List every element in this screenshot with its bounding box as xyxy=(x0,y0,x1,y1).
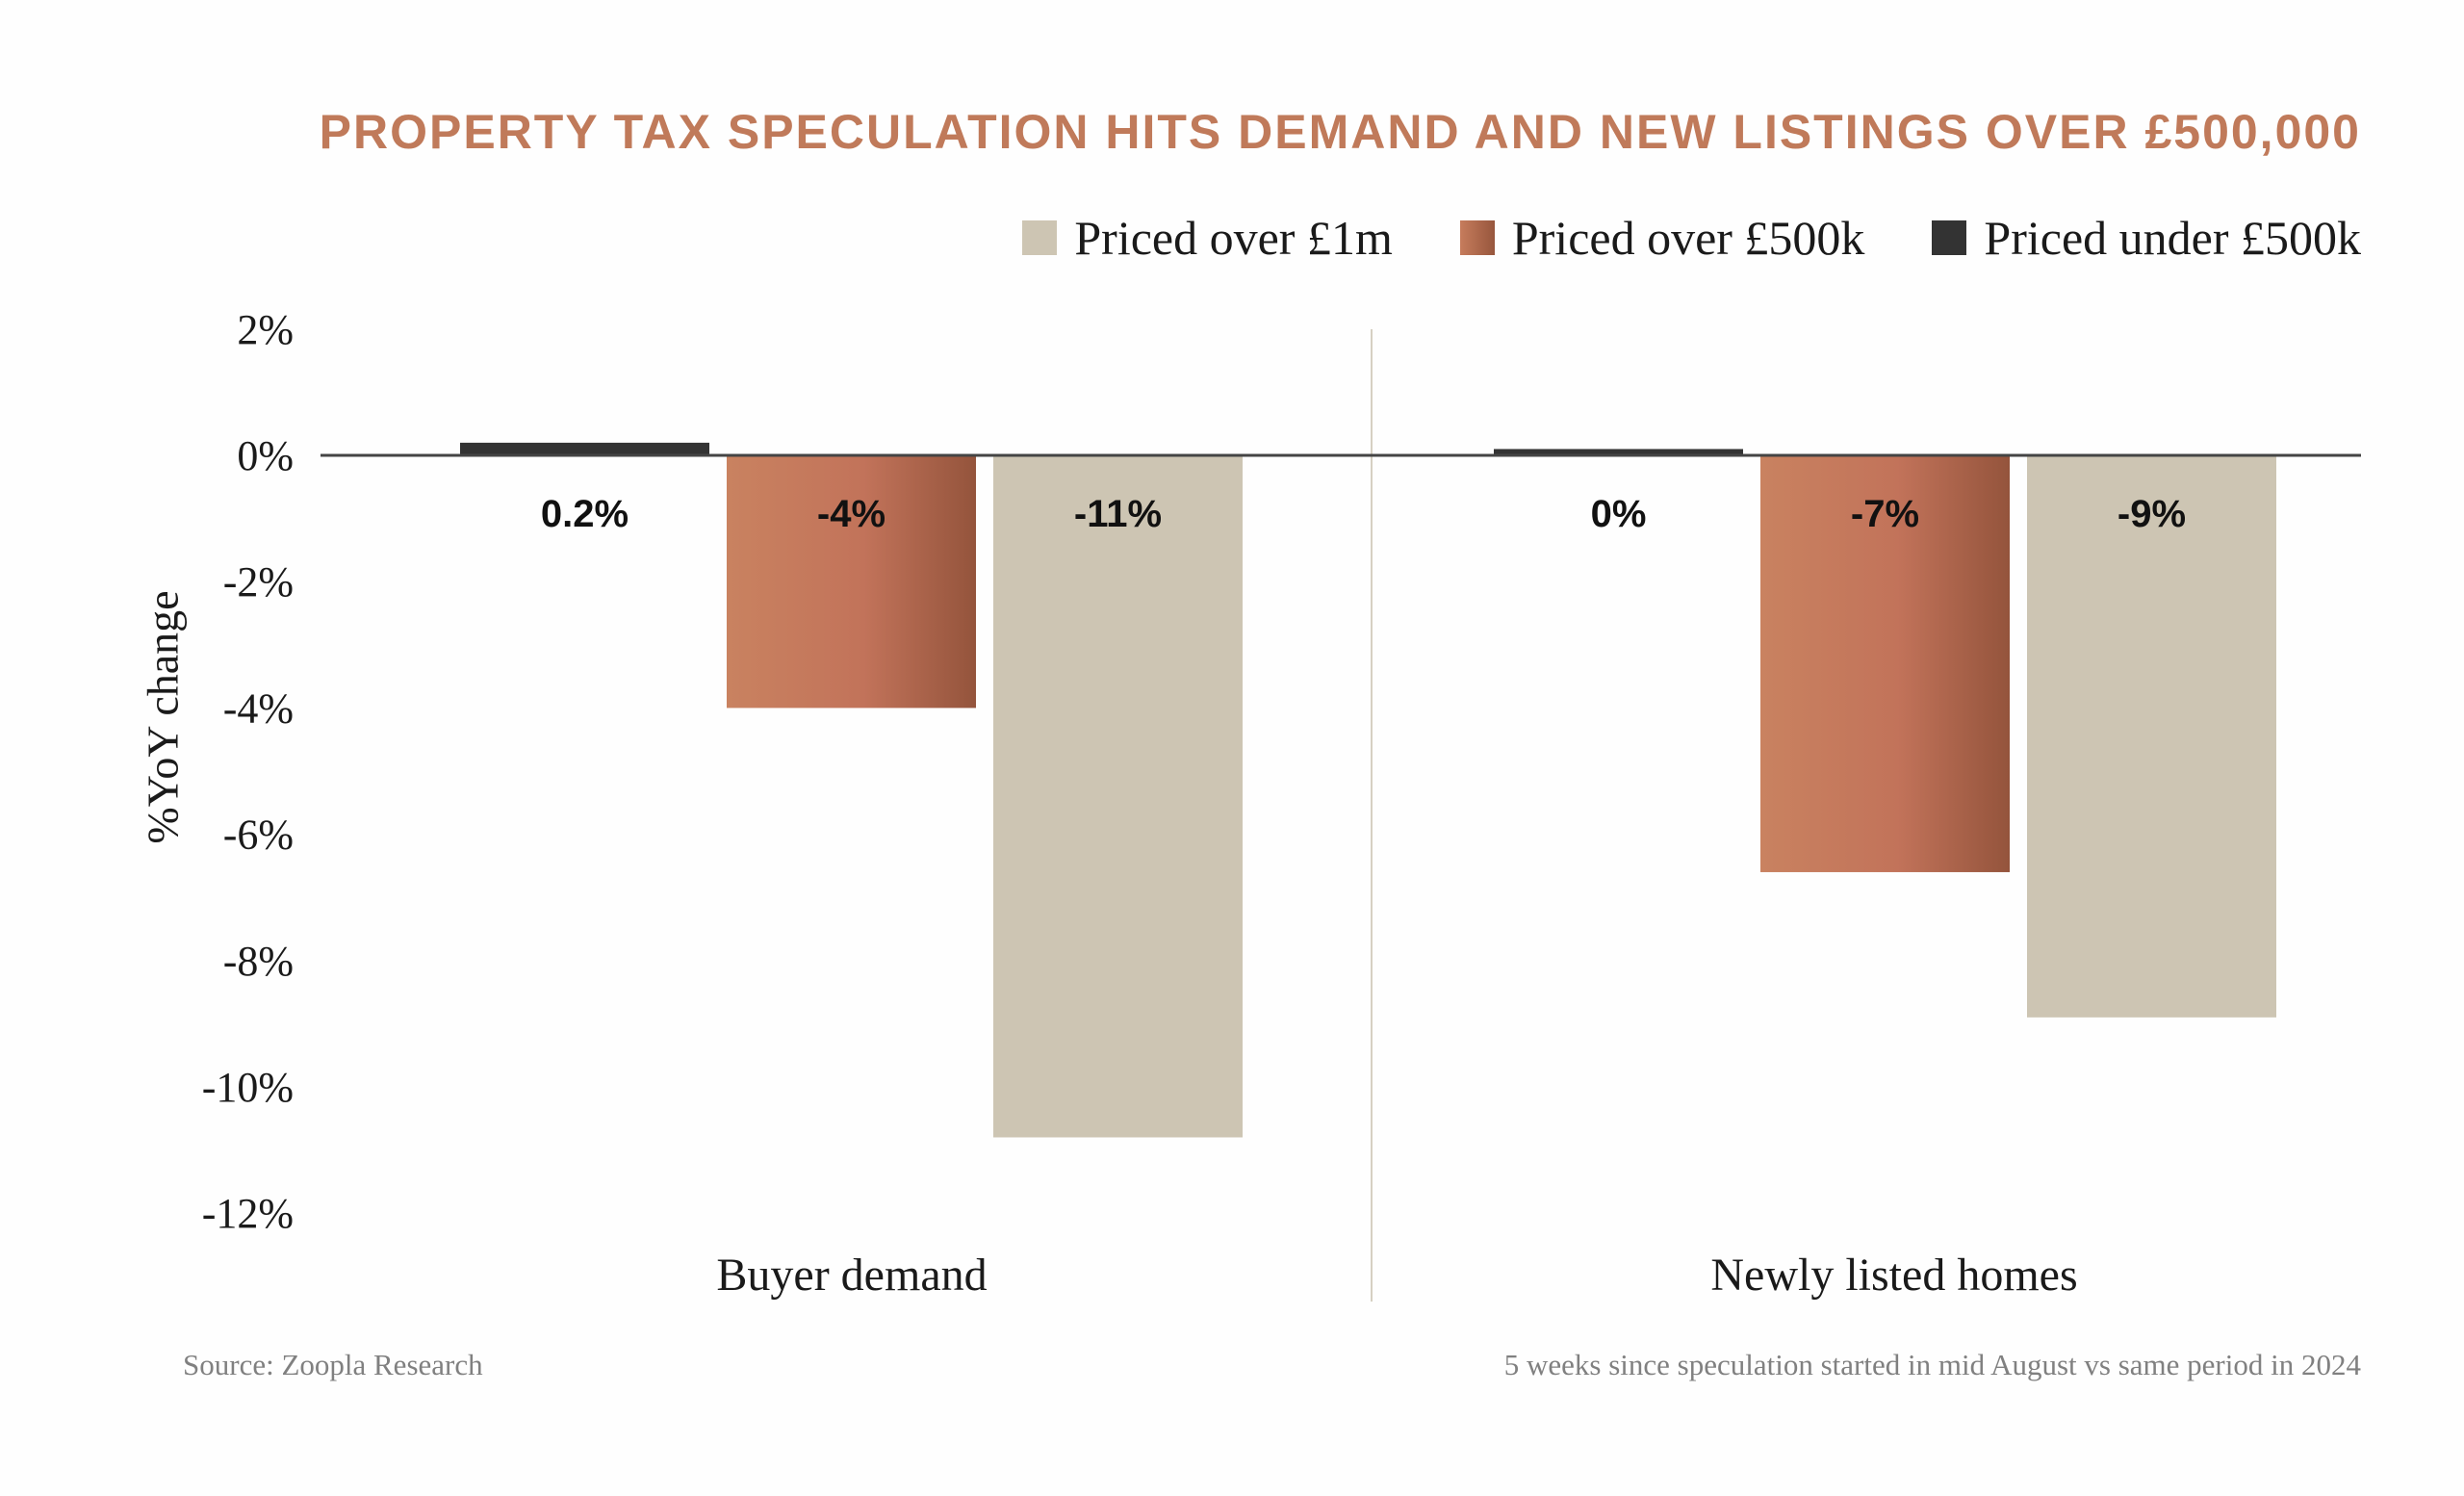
legend-swatch xyxy=(1932,220,1967,255)
legend-item-over-500k: Priced over £500k xyxy=(1459,210,1865,266)
y-tick-label: 0% xyxy=(237,432,294,479)
legend-item-under-500k: Priced under £500k xyxy=(1932,210,2361,266)
category-label: Newly listed homes xyxy=(1710,1250,2077,1301)
data-label: -4% xyxy=(817,493,886,535)
data-label: -11% xyxy=(1074,493,1162,535)
source-note: Source: Zoopla Research xyxy=(183,1348,483,1381)
legend-item-over-1m: Priced over £1m xyxy=(1022,210,1393,266)
y-tick-label: -10% xyxy=(202,1064,294,1111)
y-tick-label: -12% xyxy=(202,1190,294,1237)
y-tick-label: -2% xyxy=(223,558,294,606)
legend-swatch xyxy=(1459,220,1495,255)
bar-priced-over-500k xyxy=(727,455,976,709)
legend: Priced over £1m Priced over £500k Priced… xyxy=(1022,210,2361,266)
legend-label: Priced over £1m xyxy=(1074,211,1393,265)
data-label: 0.2% xyxy=(541,493,629,535)
chart-title: PROPERTY TAX SPECULATION HITS DEMAND AND… xyxy=(319,105,2361,159)
data-label: 0% xyxy=(1591,493,1647,535)
legend-label: Priced under £500k xyxy=(1984,211,2361,265)
bar-priced-under-500k xyxy=(460,442,709,455)
y-tick-label: -6% xyxy=(223,812,294,859)
period-note: 5 weeks since speculation started in mid… xyxy=(1503,1348,2361,1381)
bar-priced-under-500k xyxy=(1494,449,1743,455)
y-tick-label: -4% xyxy=(223,684,294,732)
legend-label: Priced over £500k xyxy=(1511,211,1865,265)
bar-priced-over-500k xyxy=(1760,455,2010,872)
bar-priced-over-1m xyxy=(993,455,1243,1138)
data-label: -9% xyxy=(2118,493,2186,535)
data-label: -7% xyxy=(1851,493,1919,535)
bar-priced-over-1m xyxy=(2027,455,2276,1018)
y-tick-label: 2% xyxy=(237,306,294,353)
category-label: Buyer demand xyxy=(716,1250,987,1301)
y-tick-label: -8% xyxy=(223,938,294,985)
legend-swatch xyxy=(1022,220,1058,255)
